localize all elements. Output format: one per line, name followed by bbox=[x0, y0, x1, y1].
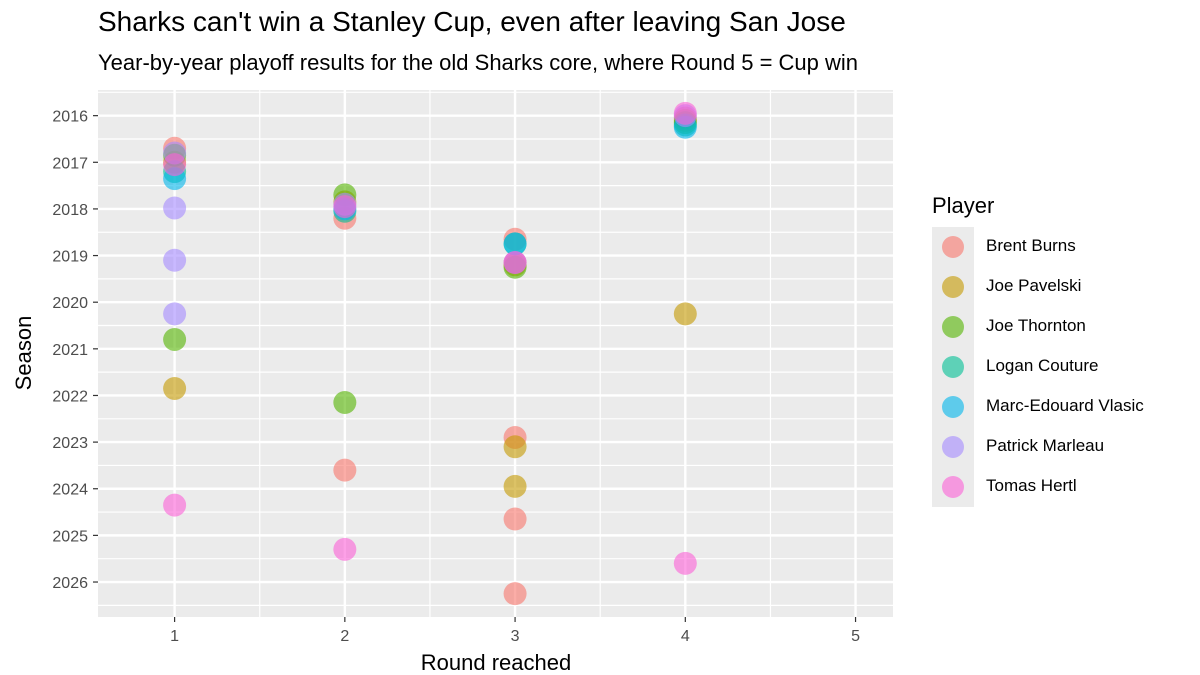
legend-dot bbox=[942, 276, 964, 298]
y-tick-label: 2026 bbox=[52, 575, 88, 592]
data-point-patrick-marleau bbox=[163, 302, 187, 326]
legend-item: Marc-Edouard Vlasic bbox=[930, 387, 1144, 427]
data-points bbox=[163, 101, 697, 606]
minor-grid bbox=[98, 90, 893, 617]
legend-item: Logan Couture bbox=[930, 347, 1098, 387]
y-tick-label: 2022 bbox=[52, 388, 88, 405]
y-tick-label: 2018 bbox=[52, 202, 88, 219]
legend-dot bbox=[942, 436, 964, 458]
legend-item: Joe Pavelski bbox=[930, 267, 1081, 307]
legend-dot bbox=[942, 356, 964, 378]
legend-label: Brent Burns bbox=[986, 236, 1076, 255]
data-point-tomas-hertl bbox=[163, 493, 187, 517]
x-tick-label: 5 bbox=[851, 628, 860, 645]
x-axis-label: Round reached bbox=[421, 650, 571, 675]
legend-label: Joe Thornton bbox=[986, 316, 1086, 335]
data-point-tomas-hertl bbox=[333, 195, 357, 219]
legend-key bbox=[932, 307, 974, 347]
legend-item: Patrick Marleau bbox=[930, 427, 1104, 467]
legend-label: Tomas Hertl bbox=[986, 476, 1077, 495]
legend-key bbox=[932, 427, 974, 467]
legend-key bbox=[932, 267, 974, 307]
legend-dot bbox=[942, 476, 964, 498]
legend-entries: Brent Burns Joe Pavelski Joe Thornton Logan… bbox=[930, 227, 1144, 507]
y-axis: 2016 2017 2018 2019 2020 2021 2022 2023 2024 2025… bbox=[52, 109, 98, 592]
legend-item: Brent Burns bbox=[930, 227, 1076, 267]
data-point-marc-edouard-vlasic bbox=[503, 232, 527, 256]
chart-subtitle: Year-by-year playoff results for the old… bbox=[98, 50, 859, 75]
y-tick-label: 2021 bbox=[52, 342, 88, 359]
legend-title: Player bbox=[932, 193, 995, 218]
legend-label: Logan Couture bbox=[986, 356, 1099, 375]
data-point-tomas-hertl bbox=[673, 101, 697, 125]
data-point-joe-pavelski bbox=[503, 435, 527, 459]
plot-panel bbox=[98, 90, 893, 617]
data-point-joe-pavelski bbox=[673, 302, 697, 326]
legend-key bbox=[932, 347, 974, 387]
data-point-joe-thornton bbox=[333, 390, 357, 414]
y-tick-label: 2024 bbox=[52, 482, 88, 499]
y-tick-label: 2019 bbox=[52, 249, 88, 266]
y-tick-label: 2016 bbox=[52, 109, 88, 126]
data-point-tomas-hertl bbox=[673, 551, 697, 575]
x-tick-label: 1 bbox=[170, 628, 179, 645]
y-tick-label: 2025 bbox=[52, 528, 88, 545]
legend-key bbox=[932, 467, 974, 507]
legend-label: Joe Pavelski bbox=[986, 276, 1082, 295]
x-tick-label: 2 bbox=[340, 628, 349, 645]
legend-item: Joe Thornton bbox=[930, 307, 1086, 347]
y-tick-label: 2020 bbox=[52, 295, 88, 312]
data-point-tomas-hertl bbox=[503, 251, 527, 275]
data-point-patrick-marleau bbox=[163, 196, 187, 220]
x-axis: 1 2 3 4 5 bbox=[170, 617, 860, 645]
y-tick-label: 2023 bbox=[52, 435, 88, 452]
legend-item: Tomas Hertl bbox=[930, 467, 1077, 507]
data-point-joe-pavelski bbox=[503, 474, 527, 498]
legend-dot bbox=[942, 316, 964, 338]
legend-key bbox=[932, 227, 974, 267]
major-grid bbox=[98, 90, 893, 617]
x-tick-label: 3 bbox=[511, 628, 520, 645]
legend: Player Brent Burns Joe Pavelski Joe Thornt… bbox=[930, 193, 1144, 507]
data-point-joe-thornton bbox=[163, 328, 187, 352]
legend-label: Patrick Marleau bbox=[986, 436, 1105, 455]
data-point-brent-burns bbox=[333, 458, 357, 482]
data-point-brent-burns bbox=[503, 507, 527, 531]
chart-title: Sharks can't win a Stanley Cup, even aft… bbox=[98, 6, 846, 37]
data-point-patrick-marleau bbox=[163, 248, 187, 272]
x-tick-label: 4 bbox=[681, 628, 690, 645]
legend-dot bbox=[942, 236, 964, 258]
legend-dot bbox=[942, 396, 964, 418]
data-point-joe-pavelski bbox=[163, 376, 187, 400]
legend-label: Marc-Edouard Vlasic bbox=[986, 396, 1144, 415]
y-axis-label: Season bbox=[11, 316, 36, 391]
data-point-tomas-hertl bbox=[333, 537, 357, 561]
y-tick-label: 2017 bbox=[52, 155, 88, 172]
data-point-brent-burns bbox=[503, 582, 527, 606]
legend-key bbox=[932, 387, 974, 427]
data-point-tomas-hertl bbox=[163, 153, 187, 177]
